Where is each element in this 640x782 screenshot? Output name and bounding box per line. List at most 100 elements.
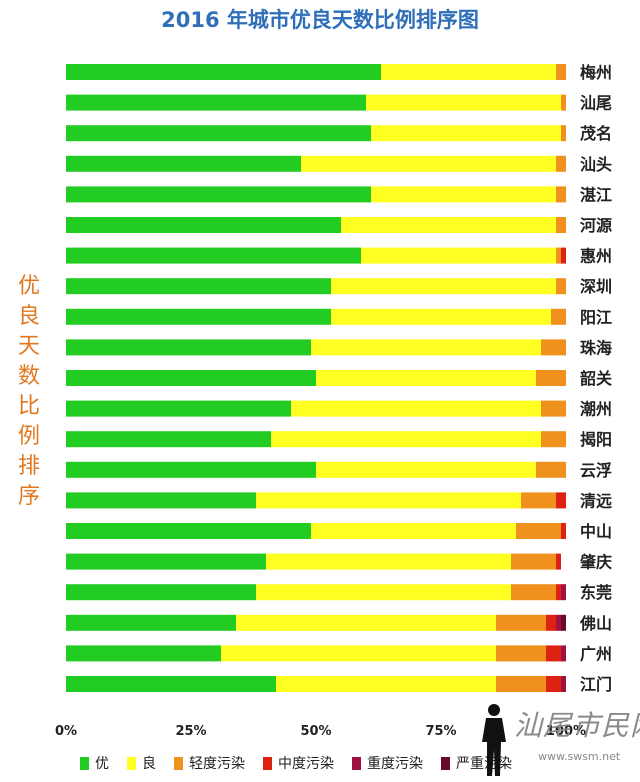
- bar-segment-汕头-良: [301, 155, 556, 172]
- category-label: 佛山: [579, 614, 612, 633]
- category-label: 肇庆: [579, 553, 612, 572]
- legend-label: 优: [95, 756, 109, 772]
- bar-segment-汕头-轻度污染: [556, 155, 566, 172]
- category-label: 中山: [580, 522, 612, 541]
- bar-segment-茂名-轻度污染: [561, 125, 566, 142]
- legend-swatch: [352, 756, 361, 770]
- bar-segment-梅州-良: [381, 64, 556, 80]
- bar-segment-揭阳-轻度污染: [541, 431, 566, 448]
- bar-segment-惠州-优: [66, 247, 361, 264]
- bar-segment-肇庆-中度污染: [556, 553, 561, 570]
- bar-segment-清远-良: [256, 492, 521, 509]
- person-silhouette-icon: [482, 704, 506, 776]
- bar-segment-中山-中度污染: [561, 523, 566, 539]
- legend-swatch: [263, 756, 272, 770]
- bar-segment-江门-中度污染: [546, 676, 561, 692]
- category-label: 汕头: [580, 155, 612, 174]
- category-label: 揭阳: [580, 430, 612, 449]
- bar-segment-惠州-中度污染: [561, 247, 566, 264]
- legend-item: 优: [80, 753, 109, 773]
- bar-segment-清远-中度污染: [556, 492, 566, 509]
- bar-segment-阳江-优: [66, 308, 331, 325]
- bar-segment-潮州-优: [66, 400, 291, 417]
- bar-segment-汕尾-轻度污染: [561, 94, 566, 111]
- bar-segment-惠州-良: [361, 247, 556, 264]
- bar-segment-惠州-轻度污染: [556, 247, 561, 264]
- bar-segment-茂名-优: [66, 125, 371, 142]
- bar-segment-广州-优: [66, 645, 221, 662]
- bar-segment-肇庆-优: [66, 553, 266, 570]
- bar-segment-佛山-严重污染: [561, 614, 566, 631]
- bar-segment-东莞-重度污染: [561, 584, 566, 601]
- legend-swatch: [80, 756, 89, 770]
- bar-segment-河源-优: [66, 217, 341, 233]
- bar-segment-云浮-优: [66, 461, 316, 478]
- bar-segment-揭阳-良: [271, 431, 541, 448]
- category-label: 韶关: [580, 369, 612, 388]
- category-label: 广州: [580, 644, 612, 663]
- legend-label: 重度污染: [367, 756, 423, 772]
- bar-segment-广州-轻度污染: [496, 645, 546, 662]
- bar-segment-韶关-优: [66, 370, 316, 386]
- category-label: 云浮: [580, 461, 612, 480]
- bar-segment-河源-轻度污染: [556, 217, 566, 233]
- watermark: 汕尾市民网 www.swsm.net: [478, 702, 640, 780]
- bar-segment-广州-良: [221, 645, 496, 662]
- bar-segment-深圳-优: [66, 278, 331, 295]
- category-label: 阳江: [580, 308, 612, 327]
- legend-label: 良: [142, 756, 156, 772]
- bar-segment-佛山-轻度污染: [496, 614, 546, 631]
- category-label: 珠海: [580, 338, 612, 357]
- watermark-text: 汕尾市民网: [514, 709, 640, 742]
- bar-segment-肇庆-良: [266, 553, 511, 570]
- bar-segment-韶关-轻度污染: [536, 370, 566, 386]
- bar-segment-中山-良: [311, 523, 516, 539]
- bar-segment-佛山-重度污染: [556, 614, 561, 631]
- bar-segment-潮州-良: [291, 400, 541, 417]
- bar-segment-东莞-优: [66, 584, 256, 601]
- category-label: 茂名: [580, 124, 612, 143]
- bar-segment-湛江-良: [371, 186, 556, 203]
- bar-segment-云浮-轻度污染: [536, 461, 566, 478]
- category-label: 梅州: [580, 63, 612, 82]
- y-axis-label: 优良天数比例排序: [17, 274, 40, 509]
- category-label: 清远: [580, 491, 612, 510]
- bar-segment-汕尾-优: [66, 94, 366, 111]
- legend-label: 中度污染: [278, 756, 334, 772]
- bar-segment-中山-优: [66, 523, 311, 539]
- legend-item: 中度污染: [263, 753, 334, 773]
- watermark-url: www.swsm.net: [538, 750, 621, 763]
- bar-segment-湛江-优: [66, 186, 371, 203]
- bar-segment-广州-重度污染: [561, 645, 566, 662]
- legend-swatch: [127, 756, 136, 770]
- bar-segment-佛山-中度污染: [546, 614, 556, 631]
- bar-segment-梅州-优: [66, 64, 381, 80]
- bar-segment-深圳-良: [331, 278, 556, 295]
- bar-segment-肇庆-轻度污染: [511, 553, 556, 570]
- bar-segment-江门-良: [276, 676, 496, 692]
- x-tick-label: 25%: [175, 724, 206, 739]
- bar-segment-江门-重度污染: [561, 676, 566, 692]
- bar-segment-清远-优: [66, 492, 256, 509]
- bar-segment-东莞-良: [256, 584, 511, 601]
- x-tick-label: 50%: [300, 724, 331, 739]
- category-label: 河源: [580, 216, 612, 235]
- x-tick-label: 75%: [425, 724, 456, 739]
- legend: 优良轻度污染 中度污染 重度污染 严重污染: [80, 752, 530, 774]
- chart-title: 2016 年城市优良天数比例排序图: [161, 8, 479, 32]
- bar-segment-梅州-轻度污染: [556, 64, 566, 80]
- bar-segment-韶关-良: [316, 370, 536, 386]
- bar-segment-中山-轻度污染: [516, 523, 561, 539]
- x-tick-label: 0%: [55, 724, 77, 739]
- legend-swatch: [441, 756, 450, 770]
- bar-segment-河源-良: [341, 217, 556, 233]
- bar-segment-珠海-轻度污染: [541, 339, 566, 356]
- x-tick-label: 100%: [546, 724, 586, 739]
- bar-segment-江门-轻度污染: [496, 676, 546, 692]
- category-label: 湛江: [580, 185, 612, 204]
- bar-segment-揭阳-优: [66, 431, 271, 448]
- legend-swatch: [174, 756, 183, 770]
- bar-segment-汕头-优: [66, 155, 301, 172]
- bar-segment-湛江-轻度污染: [556, 186, 566, 203]
- legend-label: 轻度污染: [189, 756, 245, 772]
